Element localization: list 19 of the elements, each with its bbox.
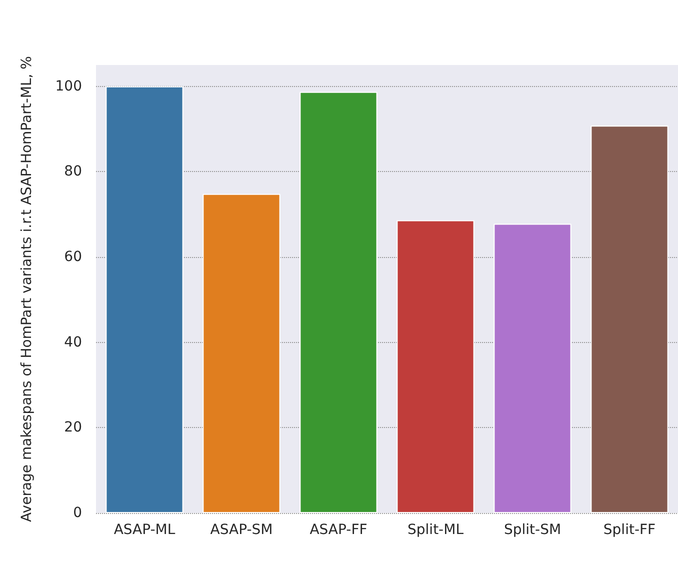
y-tick-label: 60 <box>64 249 82 265</box>
x-tick-label: ASAP-SM <box>210 522 273 538</box>
bar <box>590 126 668 513</box>
bar <box>202 194 280 513</box>
x-tick-label: ASAP-FF <box>310 522 368 538</box>
x-tick-label: Split-FF <box>603 522 656 538</box>
x-tick-label: ASAP-ML <box>114 522 176 538</box>
y-tick-label: 100 <box>55 78 82 94</box>
y-tick-label: 20 <box>64 420 82 436</box>
bar <box>106 86 184 513</box>
x-tick-label: Split-SM <box>504 522 562 538</box>
y-tick-label: 40 <box>64 334 82 350</box>
bar <box>396 220 474 513</box>
y-axis-title: Average makespans of HomPart variants i.r.t ASAP-HomPart-ML, % <box>19 56 35 522</box>
bar <box>300 92 378 513</box>
x-tick-label: Split-ML <box>408 522 464 538</box>
y-tick-label: 0 <box>73 505 82 521</box>
y-tick-label: 80 <box>64 164 82 180</box>
bar <box>494 224 572 513</box>
